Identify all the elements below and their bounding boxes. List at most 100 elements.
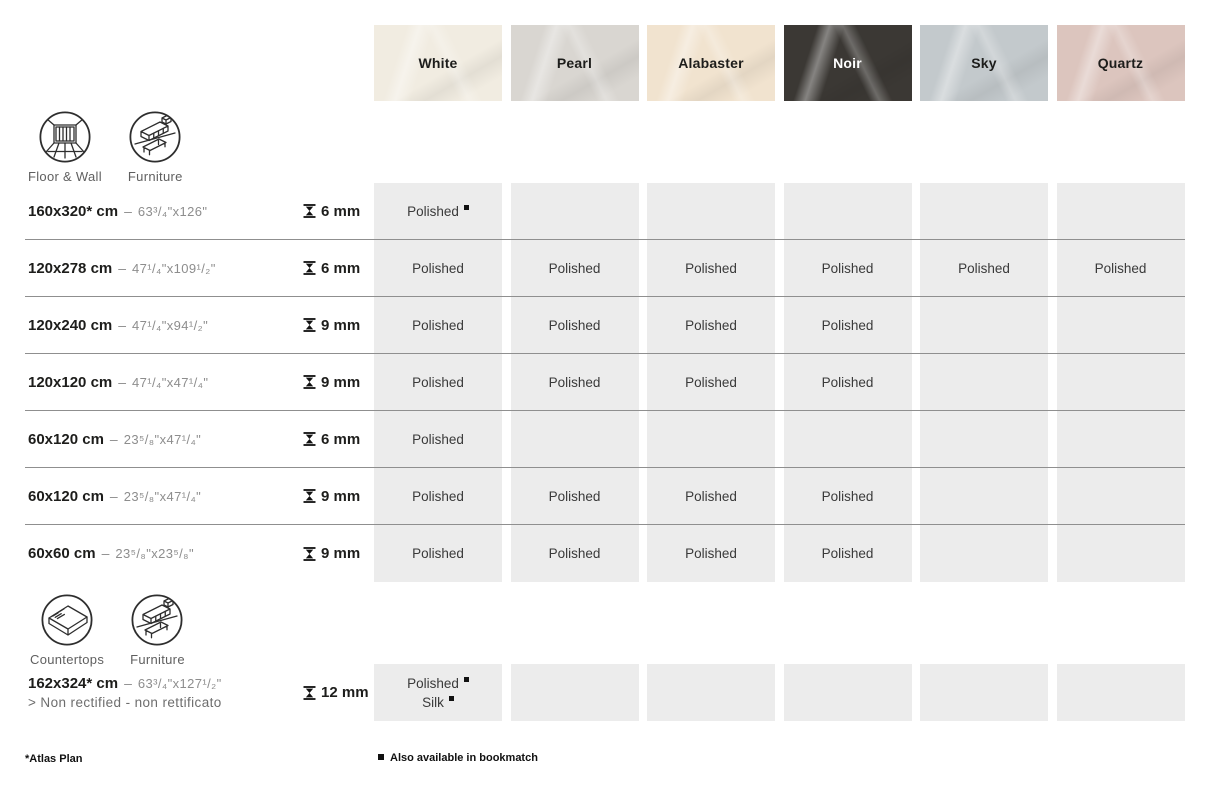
application-furniture: Furniture [130, 594, 185, 667]
finish-cell-white: Polished [374, 183, 502, 239]
color-swatch-header: White Pearl Alabaster Noir Sky Quartz [374, 25, 1185, 101]
finish-entry: Polished [412, 487, 464, 506]
furniture-icon [129, 111, 181, 163]
dash: – [118, 316, 127, 333]
size-label: 120x120 cm –47¹/₄"x47¹/₄" [25, 374, 303, 391]
finish-text: Polished [548, 317, 601, 333]
finish-entry: Polished [685, 259, 737, 278]
finish-text: Polished [412, 546, 464, 561]
finish-cell-white: Polished [374, 240, 502, 296]
finish-cell-alabaster: Polished [647, 525, 775, 582]
finish-cells: Polished Polished Polished Polished [374, 525, 1185, 582]
dash: – [101, 545, 110, 561]
finish-cell-sky [920, 468, 1048, 524]
size-line: 60x60 cm –23⁵/₈"x23⁵/₈" [28, 545, 303, 562]
finish-text: Polished [821, 374, 874, 390]
finish-cell-noir: Polished [783, 297, 912, 353]
finish-cell-pearl: Polished [510, 525, 639, 582]
finish-cell-white: Polished [374, 354, 502, 410]
finish-text: Polished [548, 546, 601, 561]
floor-wall-icon [39, 111, 91, 163]
application-floor-wall: Floor & Wall [28, 111, 102, 184]
thickness-icon [303, 375, 316, 389]
size-cm: 162x324* cm [28, 675, 119, 692]
size-row: 60x120 cm –23⁵/₈"x47¹/₄" 9 mm Polished Polis… [25, 468, 1185, 525]
color-name: Sky [971, 55, 997, 71]
bookmatch-marker-icon [448, 695, 454, 701]
finish-entry: Polished [685, 487, 737, 506]
finish-text: Silk [422, 694, 444, 710]
finish-cell-alabaster [647, 411, 775, 467]
finish-text: Polished [685, 260, 737, 276]
size-cm: 120x240 cm [28, 316, 113, 334]
finish-cell-quartz [1056, 183, 1185, 239]
size-inches: 23⁵/₈"x23⁵/₈" [115, 546, 194, 561]
thickness-icon [303, 318, 316, 332]
size-row: 160x320* cm –63³/₄"x126" 6 mm Polished [25, 183, 1185, 240]
color-swatch-quartz: Quartz [1056, 25, 1185, 101]
finish-entry: Polished [822, 487, 874, 506]
finish-text: Polished [407, 675, 459, 691]
color-swatch-alabaster: Alabaster [647, 25, 775, 101]
finish-cell-quartz: Polished [1056, 240, 1185, 296]
finish-text: Polished [821, 488, 874, 504]
dash: – [118, 373, 127, 390]
finish-entry: Polished [407, 674, 469, 693]
finish-cell-quartz [1056, 411, 1185, 467]
finish-entry: Polished [822, 544, 874, 563]
finish-text: Polished [548, 488, 601, 504]
finish-cell-alabaster: Polished [647, 240, 775, 296]
finish-cell-pearl: Polished [510, 240, 639, 296]
application-label: Countertops [30, 652, 105, 667]
bookmatch-marker-icon [463, 204, 469, 210]
size-inches: 23⁵/₈"x47¹/₄" [123, 431, 202, 447]
finish-text: Polished [412, 260, 464, 276]
size-label: 60x60 cm –23⁵/₈"x23⁵/₈" [25, 545, 303, 562]
finish-cell-alabaster [647, 183, 775, 239]
size-label: 162x324* cm –63³/₄"x127¹/₂" > Non rectifie… [25, 675, 303, 710]
finish-text: Polished [412, 374, 464, 390]
size-inches: 23⁵/₈"x47¹/₄" [123, 488, 202, 504]
finish-text: Polished [412, 431, 464, 447]
finish-text: Polished [958, 260, 1010, 276]
size-row: 162x324* cm –63³/₄"x127¹/₂" > Non rectifie… [25, 664, 1185, 721]
finish-cell-noir: Polished [783, 468, 912, 524]
finish-text: Polished [548, 374, 601, 390]
application-label: Floor & Wall [28, 169, 102, 184]
size-cm: 160x320* cm [28, 202, 119, 220]
finish-cell-alabaster: Polished [647, 468, 775, 524]
countertops-icon [41, 594, 93, 646]
finish-cell-white: Polished [374, 411, 502, 467]
thickness-icon [303, 489, 316, 503]
size-cm: 60x120 cm [28, 430, 104, 448]
color-name: Alabaster [678, 55, 744, 71]
color-swatch-noir: Noir [783, 25, 912, 101]
application-label: Furniture [127, 169, 183, 184]
finish-cell-quartz [1056, 525, 1185, 582]
furniture-icon [131, 594, 183, 646]
sizes-table-countertops: 162x324* cm –63³/₄"x127¹/₂" > Non rectifie… [25, 664, 1185, 721]
finish-cells: Polished Polished Polished Polished [374, 297, 1185, 353]
finish-text: Polished [821, 260, 874, 276]
color-swatch-sky: Sky [920, 25, 1048, 101]
finish-cell-sky [920, 525, 1048, 582]
finish-cell-white: Polished [374, 468, 502, 524]
bookmatch-marker-icon [463, 676, 469, 682]
thickness: 6 mm [303, 431, 374, 448]
finish-text: Polished [548, 260, 601, 276]
color-swatch-white: White [374, 25, 502, 101]
finish-cell-noir [783, 411, 912, 467]
finish-cells: Polished [374, 183, 1185, 239]
finish-cell-noir [783, 664, 912, 721]
size-label: 160x320* cm –63³/₄"x126" [25, 203, 303, 220]
finish-cell-pearl: Polished [510, 468, 639, 524]
finish-text: Polished [407, 203, 459, 219]
finish-cell-quartz [1056, 354, 1185, 410]
finish-cell-pearl [510, 411, 639, 467]
atlas-plan-footnote: *Atlas Plan [25, 753, 83, 765]
finish-cell-quartz [1056, 297, 1185, 353]
finish-entry: Polished [685, 373, 737, 392]
finish-cell-sky [920, 183, 1048, 239]
finish-entry: Polished [822, 373, 874, 392]
